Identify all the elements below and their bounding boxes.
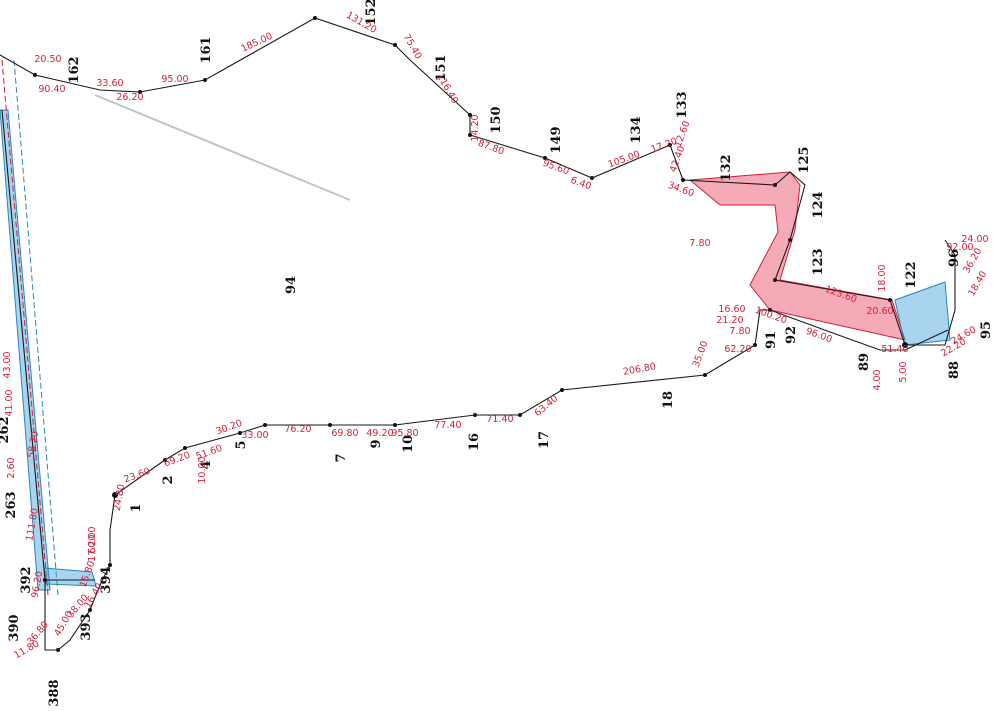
parcel-94-south-boundary [57,309,949,651]
parcel-label-262: 262 [0,416,12,443]
parcel-label-123: 123 [811,248,826,275]
dimension-label: 21.20 [716,315,743,326]
dimension-label: 63.40 [532,393,560,419]
dimension-label: 58.20 [26,430,42,459]
dimension-label: 2.60 [6,457,17,478]
dimension-label: 206.80 [622,361,657,378]
dimension-label: 41.00 [4,389,15,416]
dimension-label: 105.00 [607,149,642,171]
parcel-label-132: 132 [719,154,734,181]
dimension-label: 45.00 [52,609,75,638]
parcel-label-89: 89 [857,353,872,371]
parcel-label-4: 4 [199,460,214,469]
parcel-label-95: 95 [979,321,993,339]
parcel-label-7: 7 [334,453,349,462]
dimension-label: 92.00 [946,242,973,253]
road-edge-south [44,580,58,651]
dimension-label: 75.40 [401,32,424,61]
dimension-label: 77.40 [434,420,461,431]
parcel-label-5: 5 [234,440,249,449]
dimension-label: 24.80 [112,483,128,512]
parcel-label-1: 1 [129,503,144,512]
parcel-label-149: 149 [549,126,564,153]
parcel-label-393: 393 [79,613,94,640]
dimension-label: 14.20 [470,114,481,141]
boundary-vertices [33,16,908,652]
parcel-label-88: 88 [947,361,962,379]
dimension-label: 96.20 [30,570,46,599]
parcel-label-9: 9 [369,439,384,448]
dimension-label: 7.80 [729,326,750,337]
dimension-label: 20.50 [34,54,61,65]
parcel-label-18: 18 [661,391,676,409]
dimension-label: 69.80 [331,428,358,439]
reference-line [94,94,351,201]
parcel-label-152: 152 [364,0,379,26]
parcel-label-263: 263 [4,491,19,518]
dimension-label: 35.00 [691,339,711,368]
dimension-label: 23.60 [122,466,151,486]
dimension-label: 10.00 [197,456,208,483]
dimension-label: 20.60 [866,306,893,317]
dimension-label: 69.20 [162,450,191,470]
dimension-label: 5.00 [898,361,909,382]
dimension-label: 43.00 [2,351,13,378]
dimension-label: 95.00 [161,74,188,85]
parcel-label-122: 122 [904,261,919,288]
dimension-label: 33.60 [96,78,123,89]
dimension-label: 96.00 [804,326,833,346]
dimension-label: 71.40 [486,414,513,425]
dimension-label: 6.40 [569,175,593,193]
dimension-label: 18.00 [877,264,888,291]
dimension-label: 87.80 [476,138,505,158]
dimension-label: 34.60 [666,180,695,200]
right-road-strip [688,171,951,346]
parcel-label-124: 124 [811,191,826,218]
parcel-label-17: 17 [537,431,552,449]
dimension-label: 49.20 [366,428,393,439]
parcel-label-162: 162 [67,56,82,83]
dimension-label: 17.20 [87,534,98,561]
parcel-label-10: 10 [401,435,416,453]
dimension-label: 116.40 [434,72,460,106]
dimension-label: 90.40 [38,84,65,95]
dimension-label: 60.00 [87,526,98,553]
parcel-label-394: 394 [99,566,114,593]
parcel-label-2: 2 [161,475,176,484]
parcel-label-16: 16 [467,433,482,451]
dimension-label: 12.60 [673,119,693,148]
dimension-label: 24.00 [961,234,988,245]
parcel-label-388: 388 [47,679,62,706]
dimension-label: 4.00 [872,369,883,390]
parcel-label-150: 150 [489,106,504,133]
parcel-label-92: 92 [784,326,799,344]
parcel-label-392: 392 [19,566,34,593]
dimension-label: 51.40 [881,344,908,355]
parcel-label-151: 151 [434,54,449,81]
dimension-label: 33.00 [241,430,268,441]
parcel-label-161: 161 [199,36,214,63]
dimension-label: 16.60 [718,304,745,315]
dimension-label: 26.20 [116,92,143,103]
dimension-label: 7.80 [689,238,710,249]
parcel-label-134: 134 [629,116,644,143]
parcel-label-133: 133 [675,91,690,118]
dimension-label: 95.60 [541,158,570,178]
parcel-label-96: 96 [947,249,962,267]
parcel-label-91: 91 [764,331,779,349]
parcel-label-94: 94 [284,276,299,294]
dimension-label: 62.20 [724,344,751,355]
dimension-label: 76.20 [284,424,311,435]
parcel-label-125: 125 [797,146,812,173]
parcel-label-390: 390 [7,614,22,641]
dimension-label: 95.80 [391,428,418,439]
